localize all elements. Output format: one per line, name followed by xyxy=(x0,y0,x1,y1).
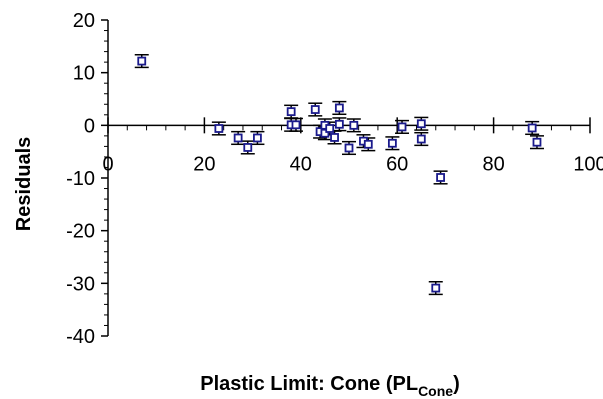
data-point xyxy=(436,173,445,182)
x-tick-label: 80 xyxy=(482,153,504,175)
y-axis-label: Residuals xyxy=(13,137,35,231)
data-point xyxy=(532,137,542,147)
x-tick-label: 20 xyxy=(193,153,215,175)
x-tick-label: 60 xyxy=(386,153,408,175)
y-tick-label: -40 xyxy=(66,326,95,348)
x-tick-label: 100 xyxy=(573,153,603,175)
y-tick-label: -30 xyxy=(66,273,95,295)
data-point xyxy=(344,143,354,153)
y-tick-label: 0 xyxy=(84,115,95,137)
data-point xyxy=(137,56,147,66)
x-axis-label-main: Plastic Limit: Cone (PL xyxy=(200,373,418,395)
data-point xyxy=(253,133,262,143)
data-markers xyxy=(137,56,542,293)
y-tick-label: 10 xyxy=(73,63,95,85)
x-tick-label: 40 xyxy=(290,153,312,175)
y-tick-label: 20 xyxy=(73,10,95,32)
x-axis-label: Plastic Limit: Cone (PLCone) xyxy=(200,373,459,399)
x-axis-label-subscript: Cone xyxy=(418,383,453,399)
data-point xyxy=(334,119,344,129)
data-point xyxy=(334,103,344,113)
data-point xyxy=(330,133,339,142)
data-point xyxy=(325,124,335,133)
data-point xyxy=(243,143,253,152)
data-point xyxy=(363,139,373,149)
data-point xyxy=(416,134,426,144)
data-point xyxy=(310,105,320,114)
data-point xyxy=(286,107,296,117)
data-point xyxy=(387,138,397,148)
y-tick-label: -20 xyxy=(66,221,95,243)
data-point xyxy=(431,283,441,293)
data-point xyxy=(527,123,537,133)
data-point xyxy=(320,128,330,138)
data-point xyxy=(397,122,407,132)
x-tick-label: 0 xyxy=(102,153,113,175)
data-point xyxy=(416,119,426,129)
data-point xyxy=(233,133,243,143)
y-tick-label: -10 xyxy=(66,168,95,190)
data-point xyxy=(349,120,359,130)
axes xyxy=(107,20,590,336)
x-axis-label-close: ) xyxy=(453,373,460,395)
data-point xyxy=(291,120,301,130)
data-point xyxy=(214,124,224,133)
